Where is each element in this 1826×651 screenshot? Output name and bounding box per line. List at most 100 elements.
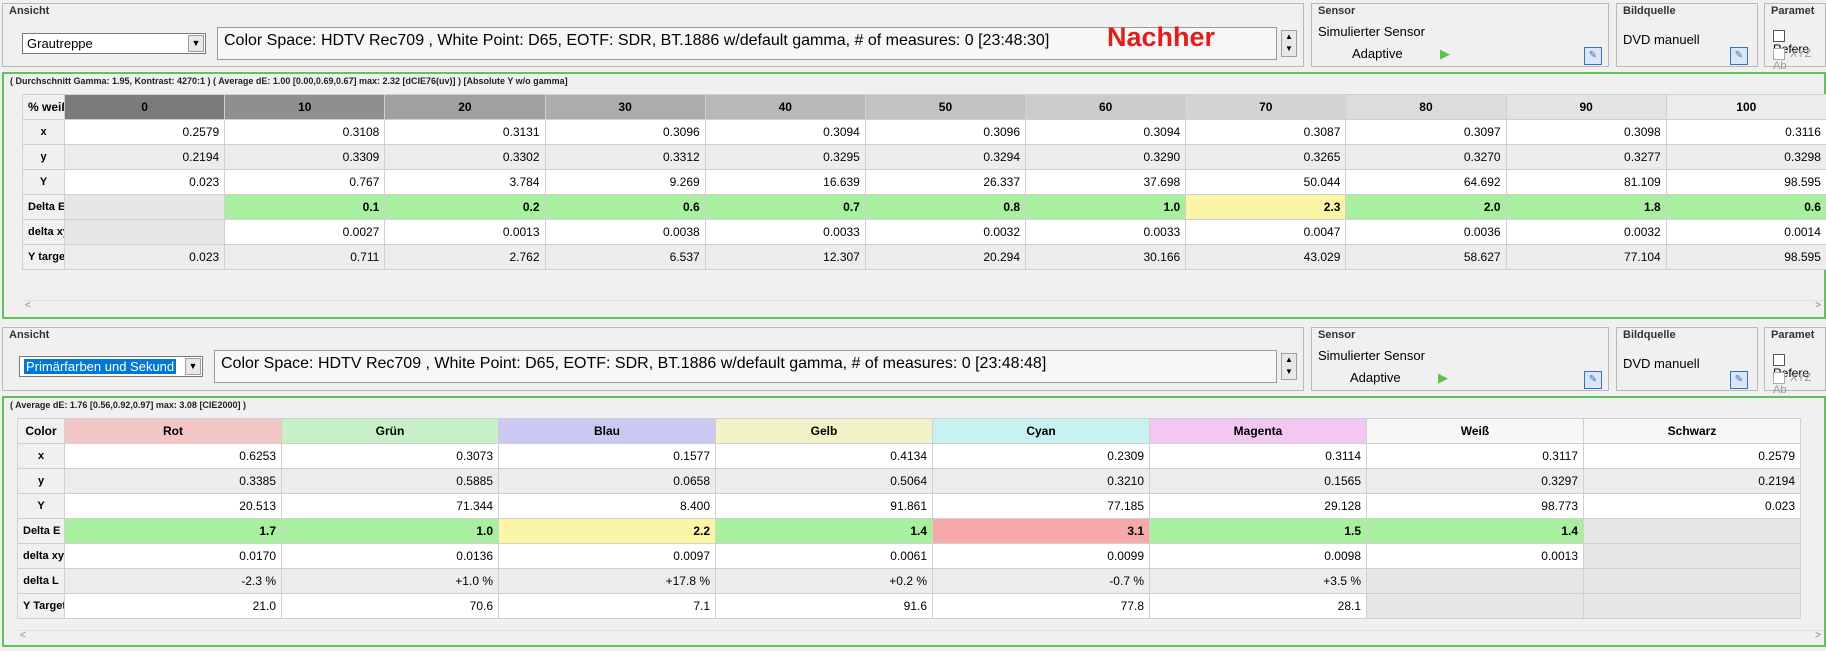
table-cell: 0.2194 (1583, 468, 1801, 494)
table-cell: 0.3094 (704, 119, 866, 145)
scroll-right-icon[interactable]: > (1815, 630, 1821, 641)
table-cell: 0.1577 (498, 443, 716, 469)
column-header[interactable]: 100 (1665, 94, 1826, 120)
param-xyz-checkbox[interactable]: XYZ Ab (1773, 372, 1812, 397)
bildquelle-title: Bildquelle (1623, 5, 1676, 17)
horizontal-scrollbar-bottom[interactable]: < > (17, 630, 1824, 644)
view-select-top[interactable]: Grautreppe ▼ (22, 33, 206, 54)
column-header[interactable]: Cyan (932, 418, 1150, 444)
table-cell: 0.3312 (544, 144, 706, 170)
corner-header: Color (17, 418, 65, 444)
column-header[interactable]: 30 (544, 94, 706, 120)
column-header[interactable]: Schwarz (1583, 418, 1801, 444)
chevron-down-icon[interactable]: ▼ (188, 35, 204, 52)
row-header: delta xy (17, 543, 65, 569)
sensor-title: Sensor (1318, 5, 1356, 17)
table-cell: 77.185 (932, 493, 1150, 519)
column-header[interactable]: 50 (864, 94, 1027, 120)
bildquelle-title: Bildquelle (1623, 329, 1676, 341)
table-cell: 0.0061 (715, 543, 933, 569)
table-cell: 1.7 (64, 518, 282, 544)
table-cell: +17.8 % (498, 568, 716, 594)
column-header[interactable]: 80 (1345, 94, 1507, 120)
scroll-right-icon[interactable]: > (1815, 300, 1821, 311)
scroll-left-icon[interactable]: < (25, 300, 31, 311)
edit-source-icon[interactable]: ✎ (1730, 371, 1748, 389)
edit-sensor-icon[interactable]: ✎ (1584, 47, 1602, 65)
table-cell (63, 194, 226, 220)
table-row: Y 0.023 0.767 3.784 9.269 16.639 26.337 37.698 5… (22, 169, 1826, 195)
row-header: y (17, 468, 65, 494)
column-header[interactable]: 70 (1185, 94, 1347, 120)
table-row: Y target0.0230.7112.7626.53712.30720.294… (22, 244, 1826, 270)
info-spinner-bottom[interactable]: ▲ ▼ (1281, 353, 1297, 380)
table-cell: 91.6 (715, 593, 933, 619)
table-cell: 0.0036 (1345, 219, 1507, 245)
sensor-mode: Adaptive (1350, 370, 1401, 385)
scroll-left-icon[interactable]: < (20, 630, 26, 641)
column-header[interactable]: 20 (384, 94, 546, 120)
column-header[interactable]: 0 (63, 94, 226, 120)
table-cell: 98.595 (1665, 244, 1826, 270)
table-cell: 20.513 (64, 493, 282, 519)
table-cell: 3.784 (384, 169, 546, 195)
chevron-down-icon[interactable]: ▼ (185, 358, 201, 375)
edit-source-icon[interactable]: ✎ (1730, 47, 1748, 65)
table-cell: 20.294 (864, 244, 1027, 270)
table-row: y 0.3385 0.5885 0.0658 0.5064 0.3210 0.1565 0.3… (17, 468, 1801, 494)
table-cell: 0.2309 (932, 443, 1150, 469)
column-header[interactable]: Weiß (1366, 418, 1584, 444)
table-cell: 0.3094 (1025, 119, 1187, 145)
table-cell: 0.0033 (1025, 219, 1187, 245)
info-spinner-top[interactable]: ▲ ▼ (1281, 30, 1297, 57)
table-cell: 0.0038 (544, 219, 706, 245)
table-cell: 0.0098 (1149, 543, 1367, 569)
table-row: Delta E 0.1 0.2 0.6 0.7 0.8 1.0 2.3 2.0 1.8 0.6 (22, 194, 1826, 220)
header-row: Color Rot Grün Blau Gelb Cyan Magenta Weiß Schwa… (17, 418, 1801, 444)
table-cell: 0.0170 (64, 543, 282, 569)
edit-sensor-icon[interactable]: ✎ (1584, 371, 1602, 389)
view-select-bottom[interactable]: Primärfarben und Sekund ▼ (19, 356, 203, 377)
column-header[interactable]: Blau (498, 418, 716, 444)
sensor-title: Sensor (1318, 329, 1356, 341)
table-cell: 0.0136 (281, 543, 499, 569)
table-cell: 0.3277 (1505, 144, 1667, 170)
column-header[interactable]: 10 (224, 94, 386, 120)
grayscale-table: % weiß0102030405060708090100x0.25790.310… (22, 94, 1826, 270)
table-row: delta L -2.3 % +1.0 % +17.8 % +0.2 % -0.7 % +3… (17, 568, 1801, 594)
table-cell: 0.6253 (64, 443, 282, 469)
table-cell: -2.3 % (64, 568, 282, 594)
table-row: Y Target 21.0 70.6 7.1 91.6 77.8 28.1 (17, 593, 1801, 619)
table-cell: 77.104 (1505, 244, 1667, 270)
table-cell: 0.5885 (281, 468, 499, 494)
sensor-group-top: Sensor Simulierter Sensor Adaptive ▶ ✎ (1311, 3, 1609, 67)
table-cell: 0.6 (1665, 194, 1826, 220)
table-cell: 0.3385 (64, 468, 282, 494)
column-header[interactable]: 60 (1025, 94, 1187, 120)
param-xyz-checkbox[interactable]: XYZ Ab (1773, 48, 1812, 73)
row-header: Y target (22, 244, 65, 270)
column-header[interactable]: 90 (1505, 94, 1667, 120)
table-cell: +1.0 % (281, 568, 499, 594)
column-header[interactable]: Rot (64, 418, 282, 444)
table-cell: 0.3294 (864, 144, 1027, 170)
table-cell: 1.4 (1366, 518, 1584, 544)
play-icon[interactable]: ▶ (1440, 46, 1450, 61)
table-row: y 0.2194 0.3309 0.3302 0.3312 0.3295 0.3294 0.3… (22, 144, 1826, 170)
table-cell: 1.4 (715, 518, 933, 544)
primaries-table: Color Rot Grün Blau Gelb Cyan Magenta Weiß Schwa… (17, 418, 1801, 619)
table-cell: 0.0013 (1366, 543, 1584, 569)
table-cell: 0.1 (224, 194, 386, 220)
column-header[interactable]: Magenta (1149, 418, 1367, 444)
table-cell: 0.2579 (63, 119, 226, 145)
column-header[interactable]: 40 (704, 94, 866, 120)
column-header[interactable]: Gelb (715, 418, 933, 444)
bildquelle-group-bottom: Bildquelle DVD manuell ✎ (1616, 327, 1758, 391)
table-cell: 0.0027 (224, 219, 386, 245)
table-cell: 0.3270 (1345, 144, 1507, 170)
table-cell: 64.692 (1345, 169, 1507, 195)
row-header: x (22, 119, 65, 145)
column-header[interactable]: Grün (281, 418, 499, 444)
play-icon[interactable]: ▶ (1438, 370, 1448, 385)
horizontal-scrollbar-top[interactable]: < > (22, 300, 1824, 314)
